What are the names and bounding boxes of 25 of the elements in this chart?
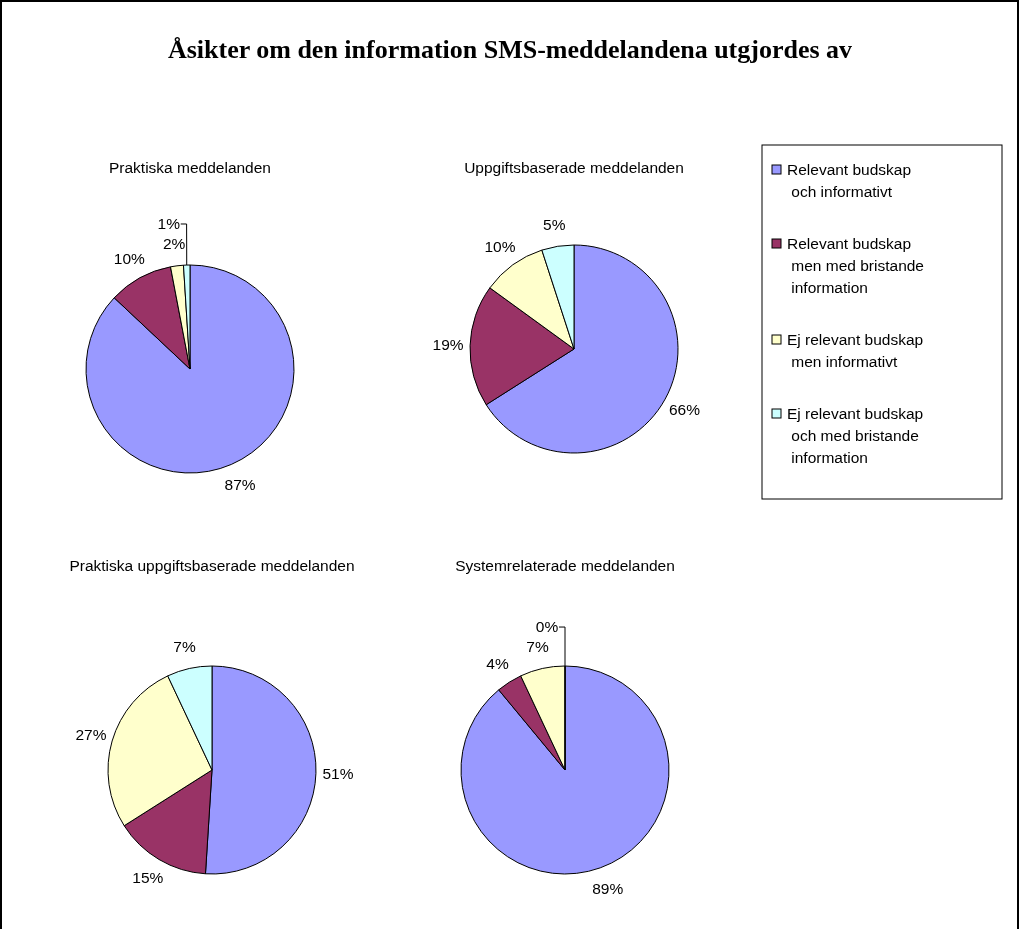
data-label: 27% (75, 725, 107, 743)
chart-title: Systemrelaterade meddelanden (455, 557, 675, 574)
data-label: 19% (432, 336, 464, 354)
data-label: 51% (322, 764, 354, 782)
data-label: 87% (224, 475, 256, 493)
legend-label: Ej relevant budskap och med bristande information (787, 405, 924, 466)
text: Uppgiftsbaserade meddelanden (464, 159, 684, 176)
legend-label: Ej relevant budskap men informativt (787, 331, 924, 370)
data-label: 2% (163, 234, 186, 252)
text: 0% (535, 618, 559, 636)
chart-title: Praktiska uppgiftsbaserade meddelanden (69, 557, 355, 574)
data-label: 7% (173, 638, 196, 656)
chart-title: Praktiska meddelanden (109, 159, 271, 176)
data-label: 10% (113, 249, 146, 267)
data-label: 4% (486, 654, 509, 672)
data-label: 15% (132, 869, 164, 887)
data-label: 5% (543, 215, 566, 233)
legend-label: Relevant budskap men med bristande information (787, 235, 924, 296)
legend-label: Relevant budskap och informativt (787, 161, 912, 200)
data-label: 1% (157, 214, 181, 232)
data-label: 7% (526, 638, 549, 656)
data-label: 10% (484, 238, 516, 256)
data-label: 89% (592, 879, 624, 897)
data-label: 66% (668, 400, 701, 418)
text: Åsikter om den information SMS-meddelandena utgjordes av (167, 35, 853, 64)
